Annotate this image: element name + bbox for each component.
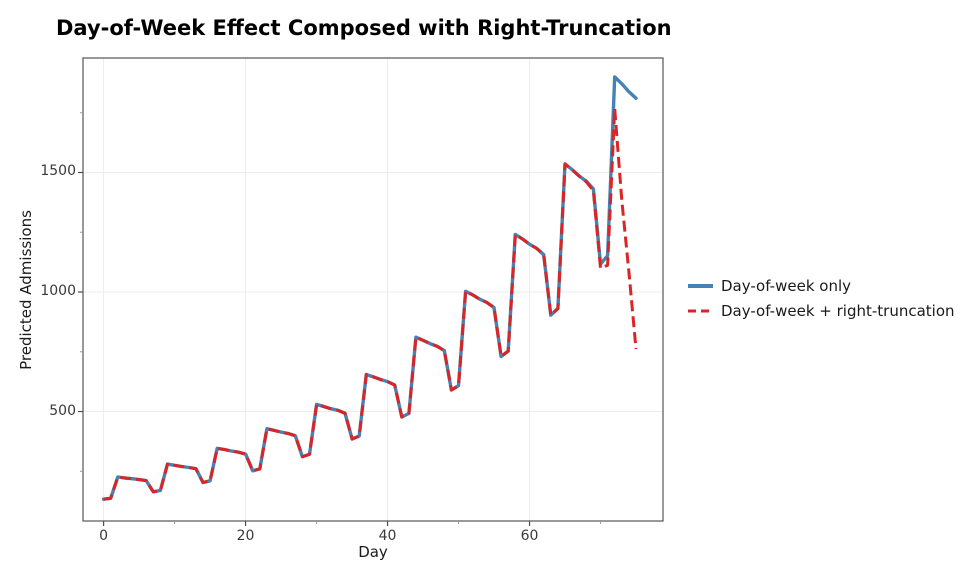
chart-title: Day-of-Week Effect Composed with Right-T… (56, 16, 672, 40)
solid-line-swatch-icon (688, 283, 713, 288)
y-axis-label: Predicted Admissions (17, 210, 35, 370)
legend-label: Day-of-week only (721, 276, 852, 295)
x-axis-label: Day (358, 543, 388, 561)
tick-label-x-60: 60 (520, 528, 539, 544)
legend-item-right-truncation: Day-of-week + right-truncation (687, 298, 955, 323)
series-line-day-of-week-only (101, 75, 638, 501)
tick-label-y-500: 500 (49, 402, 76, 419)
legend: Day-of-week only Day-of-week + right-tru… (687, 273, 955, 323)
tick-label-x-0: 0 (99, 528, 109, 544)
legend-item-day-of-week-only: Day-of-week only (687, 273, 955, 298)
tick-label-x-20: 20 (236, 528, 255, 544)
tick-label-y-1000: 1000 (40, 283, 76, 299)
series-line-right-truncation (103, 107, 638, 501)
legend-label: Day-of-week + right-truncation (721, 301, 955, 320)
tick-label-y-1500: 1500 (40, 163, 76, 180)
tick-label-x-40: 40 (378, 528, 397, 544)
plot-frame (82, 57, 664, 522)
dashed-line-swatch-icon (688, 309, 713, 312)
